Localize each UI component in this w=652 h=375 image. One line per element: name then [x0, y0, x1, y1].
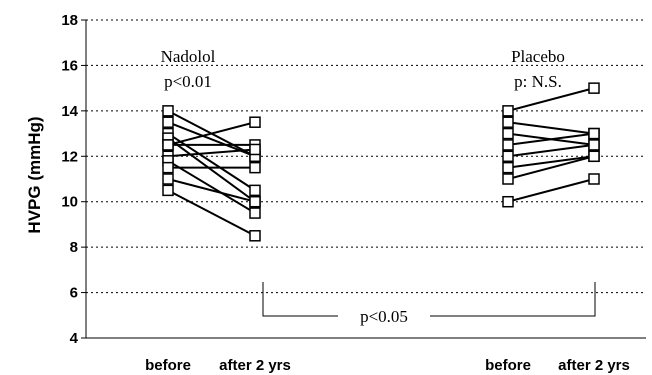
- nadolol-series-line: [167, 132, 256, 192]
- nadolol-series-line: [167, 137, 256, 203]
- y-tick-label: 16: [61, 57, 78, 74]
- placebo-before-marker: [502, 173, 514, 185]
- nadolol-after-marker: [249, 184, 261, 197]
- comparison-bracket: p<0.05: [262, 282, 596, 326]
- nadolol-after-marker: [249, 161, 261, 174]
- nadolol-after-marker: [249, 207, 261, 219]
- placebo-after-marker: [588, 139, 600, 151]
- placebo-pvalue: p: N.S.: [514, 72, 562, 91]
- placebo-series-line: [507, 143, 595, 158]
- y-tick-label: 18: [61, 12, 78, 29]
- y-tick-label: 8: [70, 239, 78, 256]
- placebo-series-line: [507, 178, 595, 203]
- nadolol-before-marker: [162, 173, 174, 185]
- y-tick-label: 10: [61, 194, 78, 211]
- y-tick-labels: 4 6 8 10 12 14 16 18: [61, 12, 78, 347]
- y-tick-label: 4: [70, 330, 79, 347]
- axes: [81, 19, 646, 339]
- y-tick-label: 6: [70, 285, 78, 302]
- x-category-label: after 2 yrs: [219, 357, 291, 374]
- data-markers: [162, 82, 600, 242]
- nadolol-before-marker: [162, 184, 174, 197]
- nadolol-after-marker: [249, 230, 261, 242]
- placebo-before-marker: [502, 116, 514, 128]
- placebo-label: Placebo: [511, 47, 565, 66]
- nadolol-before-marker: [162, 161, 174, 174]
- nadolol-series-line: [167, 148, 256, 158]
- placebo-after-marker: [588, 127, 600, 140]
- placebo-after-marker: [588, 150, 600, 163]
- nadolol-pvalue: p<0.01: [164, 72, 212, 91]
- y-axis-label: HVPG (mmHg): [25, 116, 44, 233]
- placebo-before-marker: [502, 105, 514, 117]
- grid-lines: [86, 19, 646, 294]
- placebo-after-marker: [588, 173, 600, 185]
- y-tick-label: 12: [61, 148, 78, 165]
- placebo-before-marker: [502, 161, 514, 174]
- nadolol-after-marker: [249, 143, 261, 156]
- placebo-before-marker: [502, 150, 514, 163]
- nadolol-label: Nadolol: [161, 47, 216, 66]
- nadolol-before-marker: [162, 105, 174, 117]
- x-category-label: after 2 yrs: [558, 357, 630, 374]
- comparison-pvalue: p<0.05: [360, 307, 408, 326]
- nadolol-after-marker: [249, 195, 261, 208]
- nadolol-after-marker: [249, 116, 261, 128]
- placebo-series-line: [507, 132, 595, 146]
- nadolol-series-line: [167, 121, 256, 146]
- placebo-series-line: [507, 155, 595, 180]
- placebo-after-marker: [588, 82, 600, 94]
- nadolol-series-line: [167, 159, 256, 214]
- x-category-label: before: [485, 357, 531, 374]
- y-tick-label: 14: [61, 103, 78, 120]
- x-category-labels: before after 2 yrs before after 2 yrs: [145, 357, 630, 374]
- nadolol-series-line: [167, 178, 256, 203]
- nadolol-series-line: [167, 189, 256, 237]
- placebo-before-marker: [502, 139, 514, 151]
- placebo-before-marker: [502, 127, 514, 140]
- x-category-label: before: [145, 357, 191, 374]
- bracket-left: [262, 282, 338, 317]
- placebo-series-line: [507, 121, 595, 135]
- nadolol-before-marker: [162, 139, 174, 151]
- series-lines: [167, 87, 595, 237]
- placebo-series-line: [507, 87, 595, 112]
- bracket-right: [430, 282, 596, 317]
- placebo-series-line: [507, 155, 595, 169]
- placebo-before-marker: [502, 195, 514, 208]
- nadolol-before-marker: [162, 116, 174, 128]
